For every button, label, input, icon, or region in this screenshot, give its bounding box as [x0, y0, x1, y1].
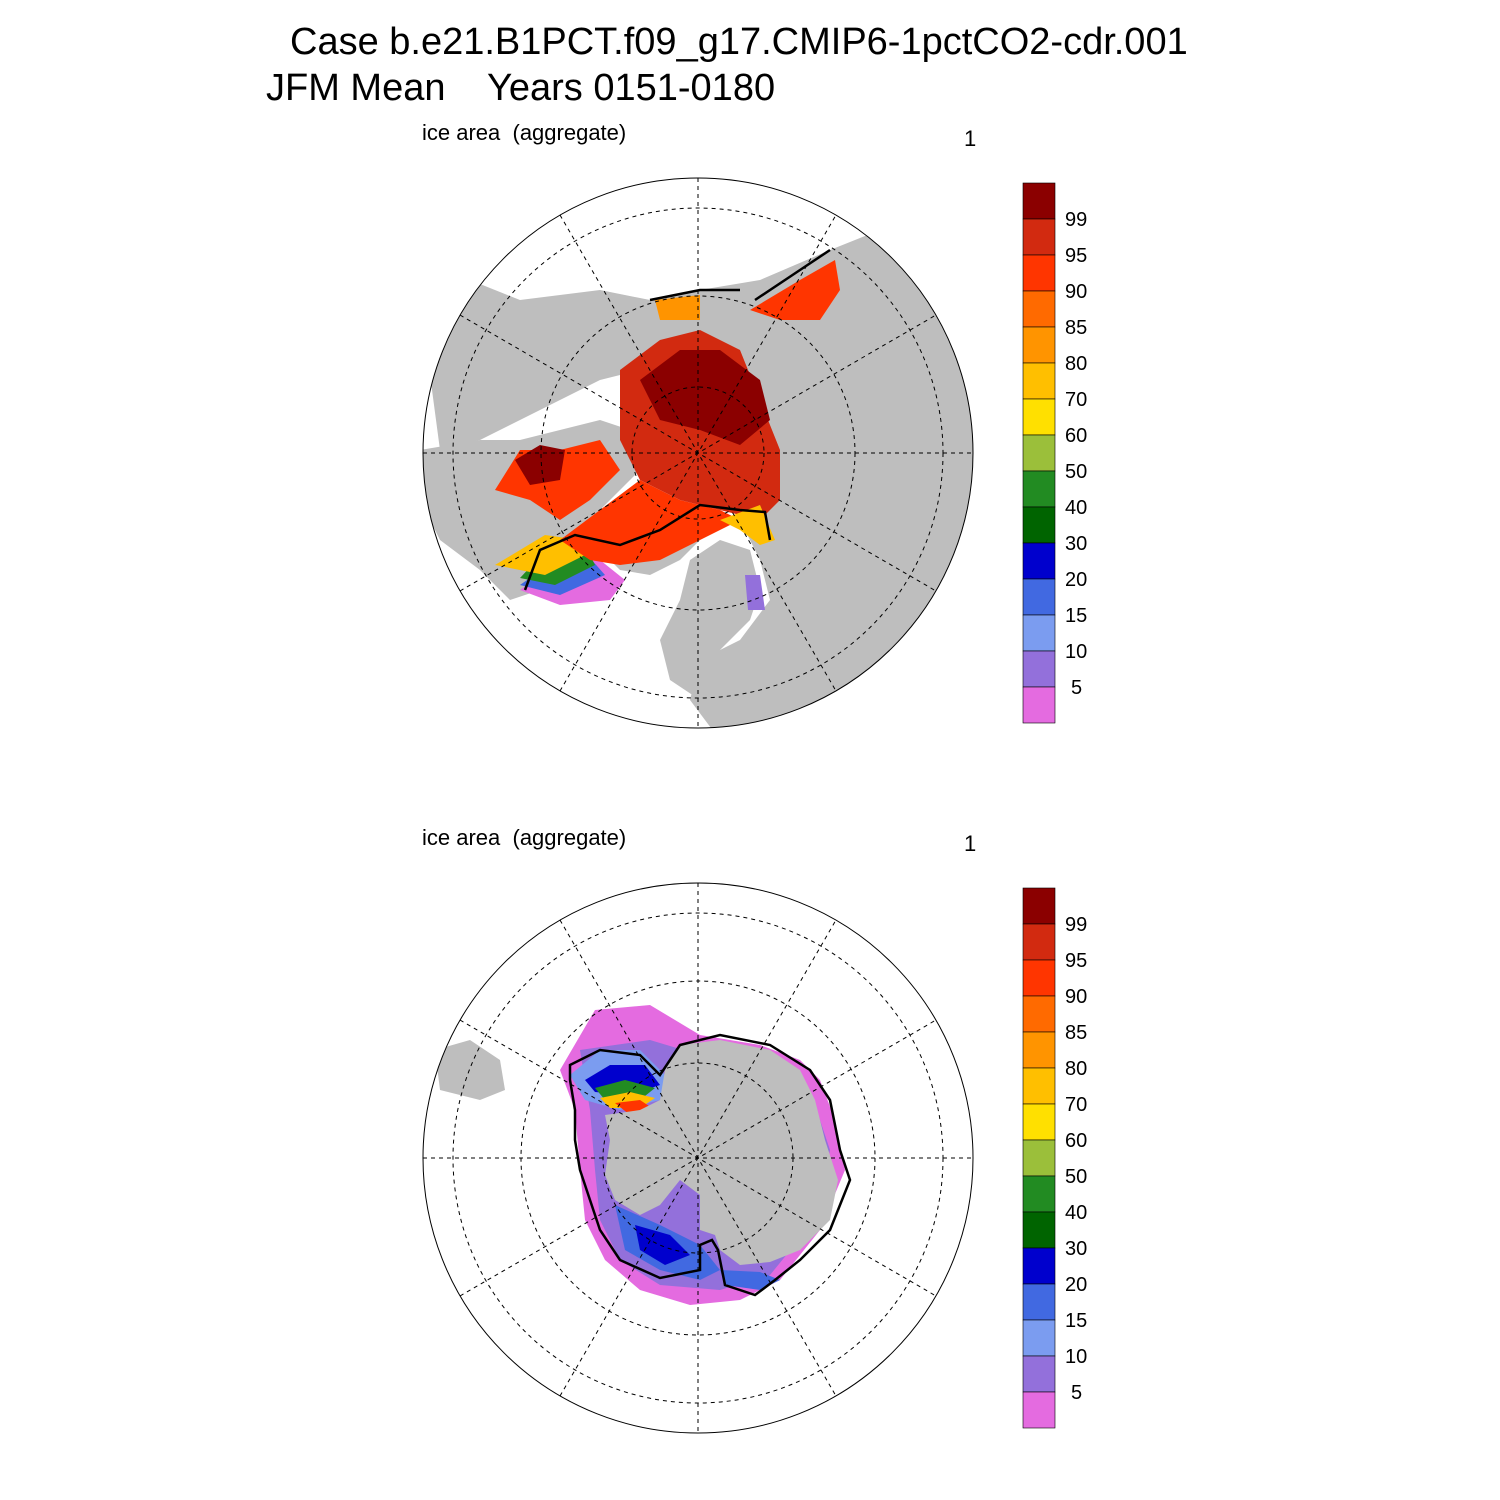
figure-title-line2: JFM Mean Years 0151-0180	[266, 67, 776, 109]
north-asia-land	[423, 230, 973, 728]
colorbar-swatch	[1022, 1139, 1056, 1177]
south-america-land	[435, 1040, 505, 1100]
colorbar-tick-label: 40	[1065, 497, 1087, 519]
colorbar-tick-label: 20	[1065, 1274, 1087, 1296]
colorbar-tick-label: 90	[1065, 986, 1087, 1008]
south-polar-map	[422, 882, 974, 1434]
colorbar-swatch	[1022, 959, 1056, 997]
colorbar-tick-label: 90	[1065, 281, 1087, 303]
north-polar-map	[422, 177, 974, 729]
south-ice-blue-amundsen	[720, 1270, 780, 1290]
colorbar-swatch	[1022, 1319, 1056, 1357]
colorbar-swatch	[1022, 1391, 1056, 1429]
colorbar-swatch	[1022, 1355, 1056, 1393]
colorbar-swatch	[1022, 1031, 1056, 1069]
colorbar-swatch	[1022, 1067, 1056, 1105]
colorbar-swatch	[1022, 1247, 1056, 1285]
north-colorbar: 99 95 90 85 80 70 60 50 40 30 20 15 10 5	[1022, 182, 1087, 724]
north-ice-darkred-central	[640, 350, 770, 445]
north-contour-line	[523, 248, 831, 591]
colorbar-tick-label: 40	[1065, 1202, 1087, 1224]
colorbar-swatch	[1022, 182, 1056, 220]
colorbar-swatch	[1022, 650, 1056, 688]
south-panel-label: ice area (aggregate)	[422, 825, 627, 850]
south-panel-number: 1	[964, 831, 977, 856]
colorbar-tick-label: 85	[1065, 317, 1087, 339]
colorbar-tick-label: 50	[1065, 461, 1087, 483]
colorbar-swatch	[1022, 398, 1056, 436]
colorbar-tick-label: 50	[1065, 1166, 1087, 1188]
colorbar-swatch	[1022, 995, 1056, 1033]
colorbar-swatch	[1022, 290, 1056, 328]
colorbar-tick-label: 30	[1065, 533, 1087, 555]
north-panel-label: ice area (aggregate)	[422, 120, 627, 145]
europe-land	[660, 540, 760, 700]
colorbar-tick-label: 95	[1065, 245, 1087, 267]
colorbar-tick-label: 85	[1065, 1022, 1087, 1044]
colorbar-tick-label: 80	[1065, 1058, 1087, 1080]
colorbar-swatch	[1022, 1175, 1056, 1213]
colorbar-tick-label: 70	[1065, 1094, 1087, 1116]
north-ice-okhotsk	[750, 260, 840, 320]
south-contour-line	[568, 1033, 852, 1297]
north-ice-red-atlantic	[560, 480, 740, 565]
colorbar-tick-label: 99	[1065, 914, 1087, 936]
colorbar-tick-label: 10	[1065, 1346, 1087, 1368]
south-ice-blue-ross-dark	[635, 1225, 690, 1265]
figure-title-line1: Case b.e21.B1PCT.f09_g17.CMIP6-1pctCO2-c…	[290, 21, 1188, 63]
colorbar-swatch	[1022, 434, 1056, 472]
colorbar-swatch	[1022, 686, 1056, 724]
colorbar-swatch	[1022, 1283, 1056, 1321]
south-colorbar: 99 95 90 85 80 70 60 50 40 30 20 15 10 5	[1022, 887, 1087, 1429]
colorbar-tick-label: 60	[1065, 1130, 1087, 1152]
north-ice-chukchi	[655, 295, 700, 320]
colorbar-tick-label: 5	[1071, 677, 1082, 699]
colorbar-swatch	[1022, 542, 1056, 580]
colorbar-swatch	[1022, 218, 1056, 256]
colorbar-swatch	[1022, 923, 1056, 961]
north-ice-darkred-hudson	[515, 445, 565, 485]
colorbar-swatch	[1022, 578, 1056, 616]
colorbar-swatch	[1022, 362, 1056, 400]
colorbar-tick-label: 5	[1071, 1382, 1082, 1404]
colorbar-tick-label: 99	[1065, 209, 1087, 231]
colorbar-swatch	[1022, 506, 1056, 544]
colorbar-tick-label: 80	[1065, 353, 1087, 375]
colorbar-swatch	[1022, 614, 1056, 652]
colorbar-tick-label: 70	[1065, 389, 1087, 411]
colorbar-swatch	[1022, 1103, 1056, 1141]
colorbar-swatch	[1022, 470, 1056, 508]
colorbar-tick-label: 30	[1065, 1238, 1087, 1260]
colorbar-tick-label: 15	[1065, 1310, 1087, 1332]
colorbar-tick-label: 20	[1065, 569, 1087, 591]
north-ice-edge-yellow	[495, 535, 585, 575]
antarctica-land	[605, 1040, 838, 1265]
colorbar-tick-label: 95	[1065, 950, 1087, 972]
colorbar-tick-label: 60	[1065, 425, 1087, 447]
colorbar-swatch	[1022, 254, 1056, 292]
colorbar-swatch	[1022, 887, 1056, 925]
colorbar-swatch	[1022, 326, 1056, 364]
north-panel-number: 1	[964, 126, 977, 151]
colorbar-tick-label: 10	[1065, 641, 1087, 663]
colorbar-swatch	[1022, 1211, 1056, 1249]
colorbar-tick-label: 15	[1065, 605, 1087, 627]
